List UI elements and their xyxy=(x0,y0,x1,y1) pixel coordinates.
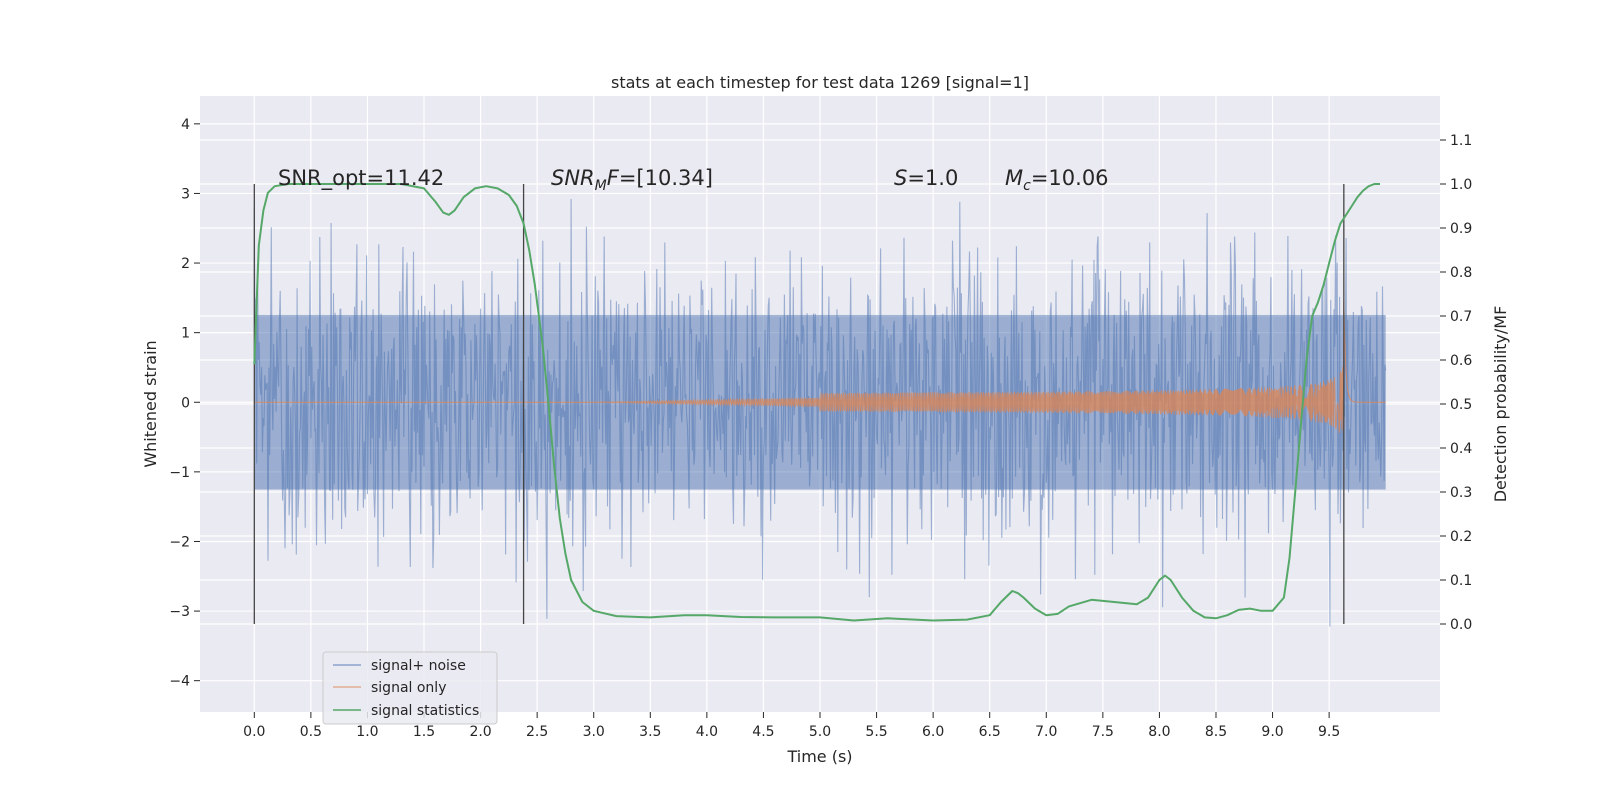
snr-mf-main: SNR xyxy=(551,166,595,190)
y-axis-right-label: Detection probability/MF xyxy=(1491,306,1510,503)
legend-label-signal-statistics: signal statistics xyxy=(371,703,479,719)
signal-only-series xyxy=(254,301,1386,434)
y-right-tick-label: 0.3 xyxy=(1450,485,1472,501)
y-right-tick-label: 0.1 xyxy=(1450,573,1472,589)
mc-value: =10.06 xyxy=(1031,166,1109,190)
x-tick-label: 8.5 xyxy=(1205,724,1227,740)
snr-mf-annotation: SNRMF=[10.34] xyxy=(551,166,713,194)
snr-mf-value: =[10.34] xyxy=(619,166,713,190)
x-axis-label: Time (s) xyxy=(786,747,852,766)
y-axis-left-label: Whitened strain xyxy=(141,340,160,467)
x-tick-label: 1.5 xyxy=(413,724,435,740)
y-left-tick-label: −3 xyxy=(169,604,190,620)
x-tick-label: 3.5 xyxy=(639,724,661,740)
y-right-tick-label: 1.1 xyxy=(1450,133,1472,149)
y-right-tick-label: 0.9 xyxy=(1450,221,1472,237)
snr-mf-subscript: M xyxy=(595,178,607,194)
y-left-tick-labels: 4 3 2 1 0 −1 −2 −3 −4 xyxy=(169,117,200,690)
x-tick-label: 2.0 xyxy=(469,724,491,740)
mc-subscript: c xyxy=(1023,178,1031,194)
x-tick-label: 0.0 xyxy=(243,724,265,740)
signal-noise-line xyxy=(253,198,1387,627)
y-left-tick-label: −1 xyxy=(169,465,190,481)
y-right-tick-label: 0.7 xyxy=(1450,309,1472,325)
x-tick-label: 1.0 xyxy=(356,724,378,740)
legend-label-signal-noise: signal+ noise xyxy=(371,658,466,674)
y-right-tick-label: 0.6 xyxy=(1450,353,1472,369)
x-tick-label: 7.0 xyxy=(1035,724,1057,740)
legend: signal+ noise signal only signal statist… xyxy=(322,651,498,725)
signal-statistics-series xyxy=(253,183,1380,622)
x-tick-label: 7.5 xyxy=(1092,724,1114,740)
y-right-tick-labels: 1.1 1.0 0.9 0.8 0.7 0.6 0.5 0.4 0.3 0.2 0.1 0.0 xyxy=(1440,133,1472,633)
s-value: =1.0 xyxy=(907,166,958,190)
x-tick-label: 0.5 xyxy=(300,724,322,740)
x-tick-label: 5.0 xyxy=(809,724,831,740)
chart-title: stats at each timestep for test data 126… xyxy=(611,73,1029,92)
y-right-tick-label: 0.2 xyxy=(1450,529,1472,545)
y-right-tick-label: 0.5 xyxy=(1450,397,1472,413)
signal-only-line xyxy=(254,301,1386,434)
y-left-tick-label: −2 xyxy=(169,534,190,550)
x-tick-label: 9.0 xyxy=(1261,724,1283,740)
y-right-tick-label: 0.4 xyxy=(1450,441,1472,457)
legend-box xyxy=(322,651,498,725)
s-annotation: S=1.0 xyxy=(894,166,958,190)
x-tick-label: 3.0 xyxy=(583,724,605,740)
y-left-tick-label: −4 xyxy=(169,674,190,690)
y-left-tick-label: 0 xyxy=(181,395,190,411)
y-right-tick-label: 0.0 xyxy=(1450,617,1472,633)
x-tick-label: 6.5 xyxy=(979,724,1001,740)
y-right-tick-label: 0.8 xyxy=(1450,265,1472,281)
y-left-tick-label: 1 xyxy=(181,326,190,342)
legend-label-signal-only: signal only xyxy=(371,680,446,696)
y-left-tick-label: 3 xyxy=(181,186,190,202)
x-tick-label: 9.5 xyxy=(1318,724,1340,740)
x-tick-labels: 0.0 0.5 1.0 1.5 2.0 2.5 3.0 3.5 4.0 4.5 5.0 5.5 6.0 6… xyxy=(243,712,1340,740)
y-left-tick-label: 2 xyxy=(181,256,190,272)
y-left-tick-label: 4 xyxy=(181,117,190,133)
x-tick-label: 2.5 xyxy=(526,724,548,740)
vertical-markers xyxy=(253,184,1345,624)
signal-statistics-line xyxy=(253,183,1380,622)
snr-mf-rest: F xyxy=(607,166,620,190)
x-tick-label: 8.0 xyxy=(1148,724,1170,740)
snr-opt-annotation: SNR_opt=11.42 xyxy=(278,166,444,191)
x-tick-label: 6.0 xyxy=(922,724,944,740)
x-tick-label: 5.5 xyxy=(865,724,887,740)
mc-annotation: Mc=10.06 xyxy=(1005,166,1109,194)
y-right-tick-label: 1.0 xyxy=(1450,177,1472,193)
x-tick-label: 4.5 xyxy=(752,724,774,740)
s-main: S xyxy=(894,166,907,190)
x-tick-label: 4.0 xyxy=(696,724,718,740)
mc-main: M xyxy=(1005,166,1023,190)
